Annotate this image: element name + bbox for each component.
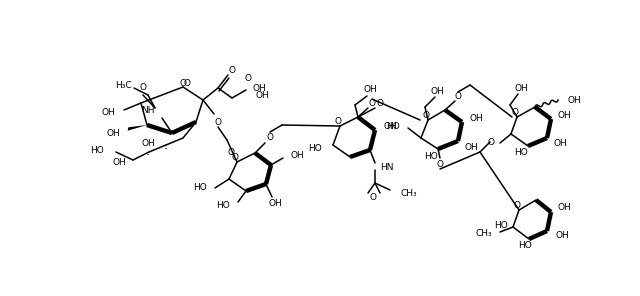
Text: OH: OH — [514, 83, 528, 93]
Text: OH: OH — [558, 202, 572, 212]
Text: CH₃: CH₃ — [400, 189, 417, 197]
Text: NH: NH — [141, 105, 155, 115]
Text: OH: OH — [101, 107, 115, 117]
Text: O: O — [228, 65, 236, 75]
Text: O: O — [140, 83, 147, 91]
Text: O: O — [422, 110, 429, 120]
Text: H₃C: H₃C — [115, 81, 131, 89]
Text: OH: OH — [112, 157, 126, 166]
Text: OH: OH — [363, 84, 377, 94]
Text: O: O — [232, 152, 239, 162]
Text: O: O — [487, 138, 494, 147]
Text: OH: OH — [383, 121, 397, 131]
Text: OH: OH — [567, 96, 580, 104]
Text: OH: OH — [469, 113, 483, 123]
Text: CH₃: CH₃ — [476, 229, 492, 237]
Text: O: O — [266, 133, 273, 141]
Text: O: O — [511, 107, 518, 117]
Text: O: O — [214, 118, 221, 126]
Text: O: O — [227, 147, 234, 157]
Text: O: O — [454, 91, 461, 101]
Text: O: O — [436, 160, 444, 168]
Text: O: O — [244, 73, 252, 83]
Text: HO: HO — [387, 121, 400, 131]
Text: HN: HN — [380, 163, 394, 173]
Text: HO: HO — [308, 144, 322, 152]
Text: O: O — [376, 99, 383, 107]
Text: OH: OH — [141, 139, 155, 147]
Text: OH: OH — [255, 91, 269, 99]
Text: ·: · — [164, 144, 168, 157]
Text: OH: OH — [558, 110, 572, 120]
Text: O: O — [184, 78, 191, 88]
Text: OH: OH — [252, 83, 266, 93]
Text: OH: OH — [555, 231, 569, 240]
Text: OH: OH — [268, 199, 282, 207]
Text: OH: OH — [430, 86, 444, 96]
Text: HO: HO — [514, 147, 528, 157]
Text: OH: OH — [464, 142, 477, 152]
Text: HO: HO — [90, 146, 104, 155]
Text: HO: HO — [424, 152, 438, 160]
Text: O: O — [335, 117, 342, 126]
Polygon shape — [127, 125, 147, 131]
Text: O: O — [369, 194, 376, 202]
Text: HO: HO — [494, 221, 508, 231]
Text: O: O — [179, 78, 186, 88]
Text: O: O — [369, 99, 376, 107]
Text: OH: OH — [290, 150, 304, 160]
Text: OH: OH — [554, 139, 568, 147]
Text: OH: OH — [106, 128, 120, 138]
Text: HO: HO — [216, 200, 230, 210]
Text: O: O — [513, 200, 520, 210]
Text: HO: HO — [193, 184, 207, 192]
Text: HO: HO — [518, 242, 532, 250]
Text: ·: · — [146, 149, 150, 163]
